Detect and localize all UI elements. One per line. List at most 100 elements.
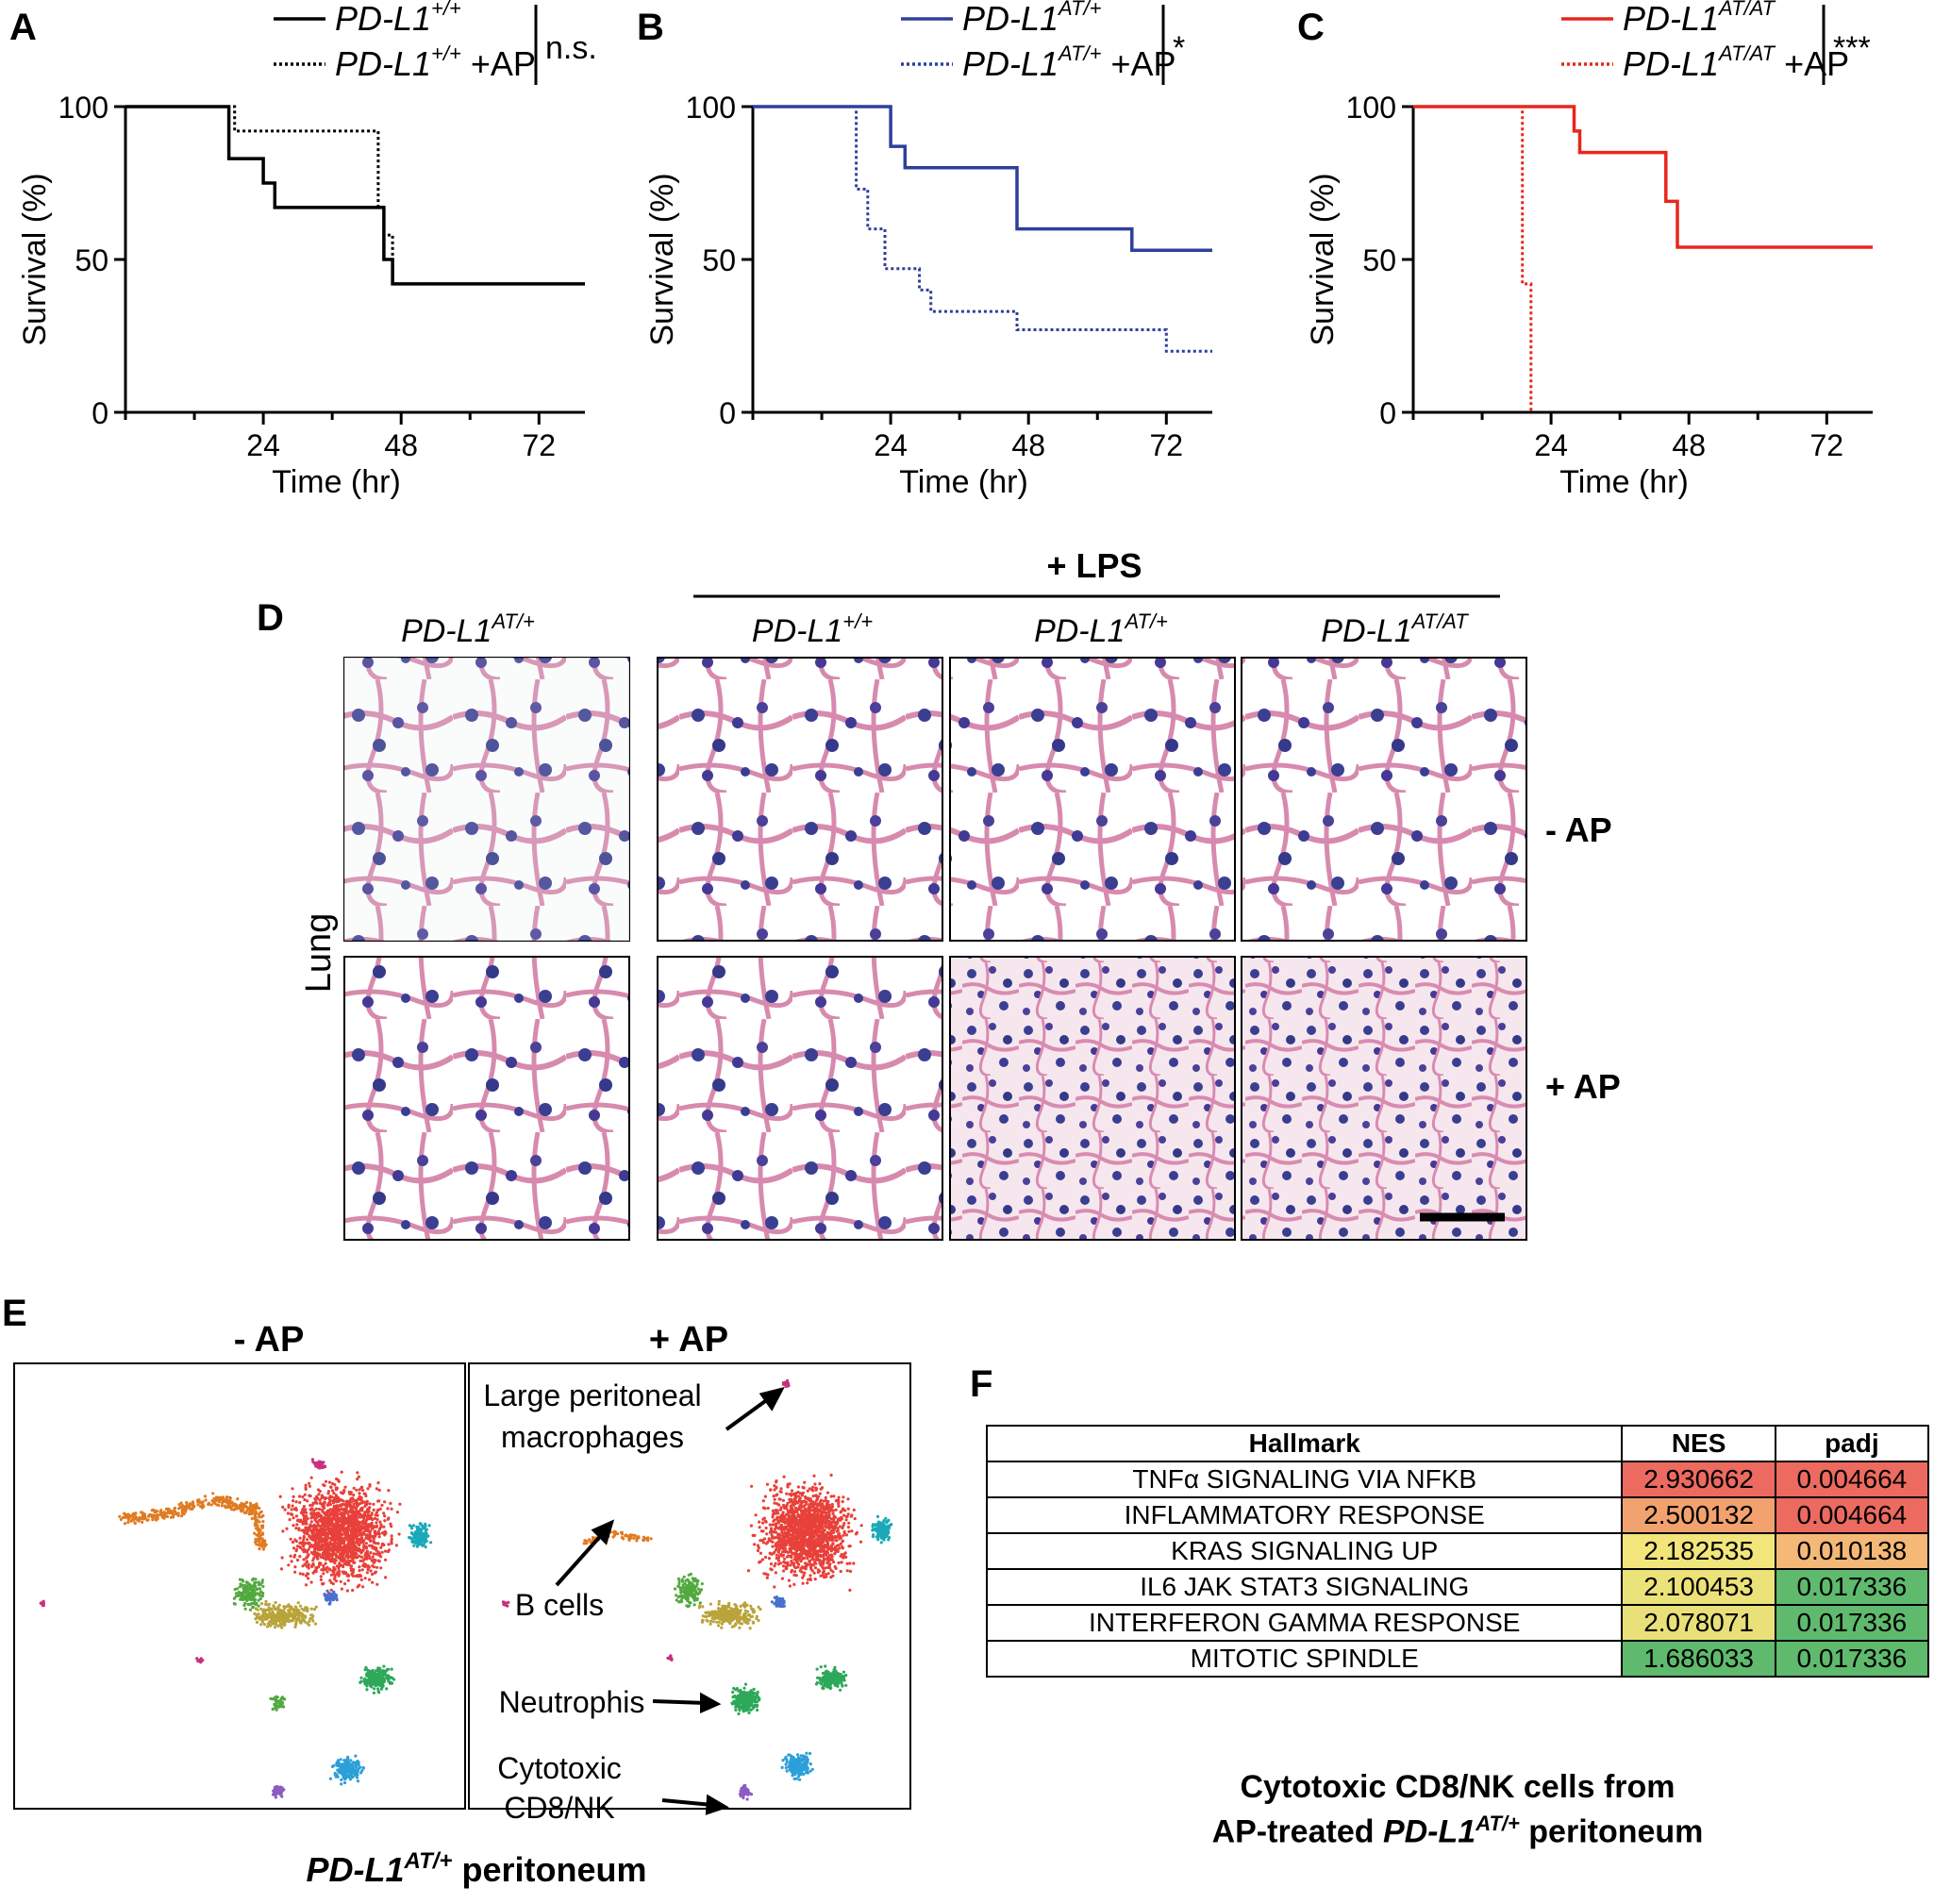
genotype-header-2: PD-L1+/+ xyxy=(752,610,873,649)
header-hallmark: Hallmark xyxy=(985,1425,1624,1462)
x-tick-label: 72 xyxy=(523,428,557,462)
histology-image xyxy=(1241,657,1527,942)
panel-d: D + LPS PD-L1AT/+ PD-L1+/+ PD-L1AT/+ PD-… xyxy=(257,546,1621,1241)
umap-left xyxy=(39,1458,433,1799)
annot-cytotoxic-2: CD8/NK xyxy=(504,1791,614,1825)
nes-cell: 1.686033 xyxy=(1621,1640,1776,1678)
y-tick-label: 100 xyxy=(1346,91,1396,125)
header-padj: padj xyxy=(1774,1425,1930,1462)
annot-neutrophils: Neutrophis xyxy=(499,1685,645,1719)
x-tick-label: 48 xyxy=(384,428,418,462)
y-axis-label: Survival (%) xyxy=(17,173,53,345)
hallmark-table: Hallmark NES padj TNFα SIGNALING VIA NFK… xyxy=(985,1425,1930,1678)
umap-caption: PD-L1AT/+ peritoneum xyxy=(307,1848,647,1889)
svg-text:PD-L1AT/+: PD-L1AT/+ xyxy=(401,610,535,649)
table-row: INTERFERON GAMMA RESPONSE 2.078071 0.01733… xyxy=(985,1604,1930,1642)
annot-bcells: B cells xyxy=(515,1588,604,1622)
survival-chart-A: A 0 50 100 24 48 72 Time (hr) Survival (%) PD-L1+… xyxy=(9,0,597,500)
cluster-magenta-small xyxy=(39,1599,45,1608)
histology-image xyxy=(1241,956,1527,1241)
legend-entry: PD-L1AT/+ xyxy=(962,0,1102,38)
y-tick-label: 100 xyxy=(58,91,108,125)
cluster-cytotoxic xyxy=(780,1751,814,1781)
table-row: MITOTIC SPINDLE 1.686033 0.017336 xyxy=(985,1640,1930,1678)
umap-right-title: + AP xyxy=(649,1320,728,1360)
genotype-sup: AT/AT xyxy=(1410,610,1470,633)
x-axis-label: Time (hr) xyxy=(1559,464,1689,500)
row-label-plus-ap: + AP xyxy=(1545,1067,1621,1106)
padj-cell: 0.010138 xyxy=(1774,1532,1930,1570)
nes-cell: 2.182535 xyxy=(1621,1532,1776,1570)
panel-letter: C xyxy=(1297,7,1325,48)
hallmark-cell: MITOTIC SPINDLE xyxy=(985,1640,1624,1678)
panel-e-letter: E xyxy=(2,1293,27,1334)
genotype-header-1: PD-L1AT/+ xyxy=(401,610,535,649)
legend-entry: PD-L1+/+ +AP xyxy=(335,42,536,83)
x-tick-label: 72 xyxy=(1810,428,1844,462)
histology-image xyxy=(657,956,943,1241)
nes-cell: 2.100453 xyxy=(1621,1568,1776,1606)
svg-text:PD-L1+/+: PD-L1+/+ xyxy=(752,610,873,649)
padj-cell: 0.004664 xyxy=(1774,1461,1930,1498)
genotype-label: PD-L1 xyxy=(752,613,842,649)
hallmark-body: TNFα SIGNALING VIA NFKB 2.930662 0.004664 I… xyxy=(985,1461,1930,1678)
survival-curve-solid xyxy=(1413,105,1873,249)
y-axis-label: Survival (%) xyxy=(1305,173,1341,345)
genotype-label: PD-L1 xyxy=(401,613,492,649)
umap-left-frame xyxy=(13,1362,466,1810)
svg-text:PD-L1AT/+: PD-L1AT/+ xyxy=(1034,610,1168,649)
cluster-purple xyxy=(271,1784,286,1799)
padj-cell: 0.004664 xyxy=(1774,1496,1930,1534)
y-tick-label: 100 xyxy=(686,91,736,125)
cluster-purple xyxy=(738,1783,754,1801)
cluster-neutrophils xyxy=(358,1664,396,1695)
histology-image xyxy=(343,956,630,1241)
annot-macrophages-1: Large peritoneal xyxy=(483,1378,701,1412)
cluster-neutrophils-2 xyxy=(730,1682,761,1716)
x-axis-label: Time (hr) xyxy=(899,464,1028,500)
survival-curve-solid xyxy=(753,105,1212,253)
x-tick-label: 24 xyxy=(874,428,908,462)
padj-cell: 0.017336 xyxy=(1774,1568,1930,1606)
genotype-header-3: PD-L1AT/+ xyxy=(1034,610,1168,649)
panel-e: E - AP + AP Large peritoneal macrophages… xyxy=(2,1293,911,1889)
significance-label: n.s. xyxy=(545,30,597,66)
x-tick-label: 24 xyxy=(1534,428,1568,462)
cluster-green xyxy=(674,1572,704,1609)
y-tick-label: 0 xyxy=(1379,396,1396,430)
cluster-blue xyxy=(770,1595,786,1609)
umap-left-title: - AP xyxy=(234,1320,305,1360)
x-tick-label: 48 xyxy=(1011,428,1045,462)
x-tick-label: 72 xyxy=(1150,428,1184,462)
x-tick-label: 24 xyxy=(246,428,280,462)
table-header-row: Hallmark NES padj xyxy=(985,1425,1930,1462)
table-row: IL6 JAK STAT3 SIGNALING 2.100453 0.017336 xyxy=(985,1568,1930,1606)
cluster-teal xyxy=(871,1514,893,1545)
cluster-neutrophils xyxy=(814,1664,848,1692)
cluster-macrophages xyxy=(781,1378,791,1388)
histology-image xyxy=(949,657,1236,942)
genotype-sup: AT/+ xyxy=(490,610,535,633)
cluster-cytotoxic xyxy=(328,1754,365,1786)
y-tick-label: 0 xyxy=(92,396,108,430)
tissue-label: Lung xyxy=(299,913,339,994)
genotype-header-4: PD-L1AT/AT xyxy=(1321,610,1469,649)
panel-f-letter: F xyxy=(970,1363,992,1405)
panel-d-letter: D xyxy=(257,597,284,639)
umap-right xyxy=(501,1378,893,1801)
survival-chart-C: C 0 50 100 24 48 72 Time (hr) Survival (%) PD-L1A… xyxy=(1297,0,1873,500)
cluster-olive xyxy=(697,1599,762,1630)
table-row: KRAS SIGNALING UP 2.182535 0.010138 xyxy=(985,1532,1930,1570)
lps-label: + LPS xyxy=(1046,546,1142,585)
legend-entry: PD-L1AT/AT xyxy=(1623,0,1776,38)
cluster-magenta-small xyxy=(501,1600,510,1608)
hallmark-cell: INFLAMMATORY RESPONSE xyxy=(985,1496,1624,1534)
cluster-green-small xyxy=(269,1695,287,1712)
cluster-magenta-small xyxy=(195,1657,205,1664)
cluster-olive xyxy=(253,1599,318,1629)
cluster-macrophages xyxy=(310,1458,327,1470)
table-row: TNFα SIGNALING VIA NFKB 2.930662 0.004664 xyxy=(985,1461,1930,1498)
survival-curve-dotted xyxy=(1413,105,1533,412)
survival-charts: A 0 50 100 24 48 72 Time (hr) Survival (%) PD-L1+… xyxy=(9,0,1873,500)
